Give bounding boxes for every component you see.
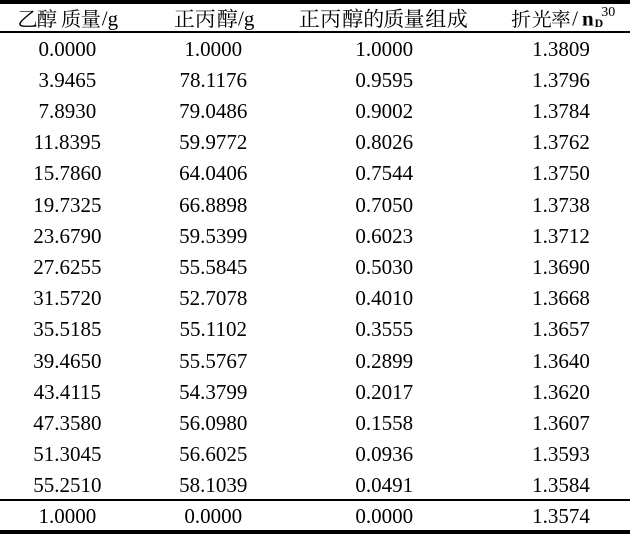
svg-text:n: n [582,7,594,31]
svg-text:D: D [595,16,604,30]
svg-text:/g: /g [238,7,255,31]
svg-text:/g: /g [102,7,119,31]
svg-text:/: / [572,7,578,31]
svg-text:30: 30 [601,5,615,20]
